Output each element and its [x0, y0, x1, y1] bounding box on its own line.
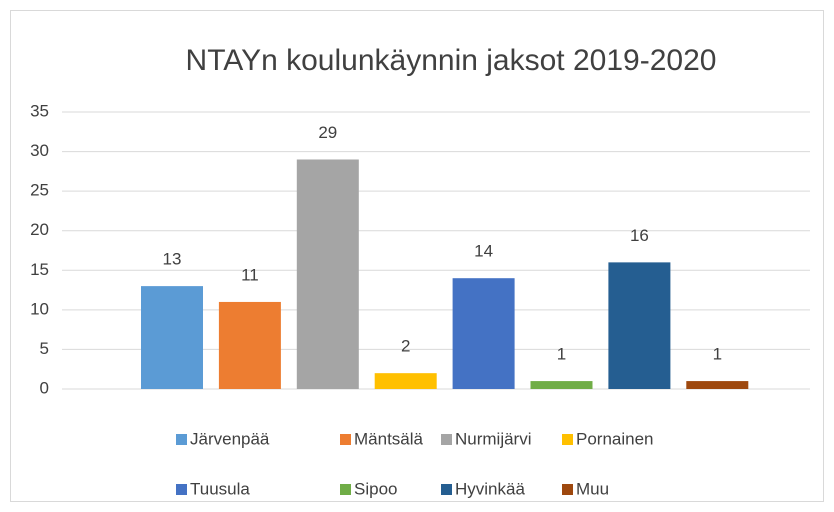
data-label: 13: [163, 250, 182, 269]
bar: [296, 159, 359, 389]
data-label: 2: [401, 337, 410, 356]
y-tick-label: 15: [30, 260, 49, 279]
bar: [608, 262, 671, 389]
legend-swatch: [176, 434, 187, 445]
chart-border: [10, 10, 824, 502]
y-tick-label: 35: [30, 101, 49, 120]
legend-swatch: [562, 434, 573, 445]
y-tick-label: 30: [30, 141, 49, 160]
bar: [141, 286, 203, 389]
data-label: 11: [241, 265, 259, 284]
legend-label: Nurmijärvi: [455, 429, 532, 448]
y-tick-label: 10: [30, 299, 49, 318]
bar: [452, 278, 515, 389]
chart-title: NTAYn koulunkäynnin jaksot 2019-2020: [186, 44, 717, 77]
legend-label: Järvenpää: [190, 429, 270, 448]
bar: [374, 373, 437, 389]
bar: [218, 301, 281, 389]
data-label: 1: [557, 345, 566, 364]
y-tick-label: 25: [30, 181, 49, 200]
data-label: 29: [318, 123, 337, 142]
y-tick-label: 5: [40, 339, 49, 358]
legend-label: Muu: [576, 479, 609, 498]
legend-label: Tuusula: [190, 479, 250, 498]
legend-label: Mäntsälä: [354, 429, 424, 448]
data-label: 16: [630, 226, 649, 245]
legend-label: Pornainen: [576, 429, 654, 448]
data-label: 1: [713, 345, 722, 364]
y-tick-label: 20: [30, 220, 49, 239]
legend-swatch: [562, 484, 573, 495]
data-label: 14: [474, 242, 493, 261]
legend-swatch: [441, 434, 452, 445]
legend-swatch: [340, 484, 351, 495]
legend-label: Hyvinkää: [455, 479, 525, 498]
legend-swatch: [441, 484, 452, 495]
y-tick-label: 0: [40, 378, 49, 397]
legend-swatch: [176, 484, 187, 495]
legend-label: Sipoo: [354, 479, 397, 498]
bar: [530, 381, 593, 389]
bar: [686, 381, 749, 389]
legend-swatch: [340, 434, 351, 445]
